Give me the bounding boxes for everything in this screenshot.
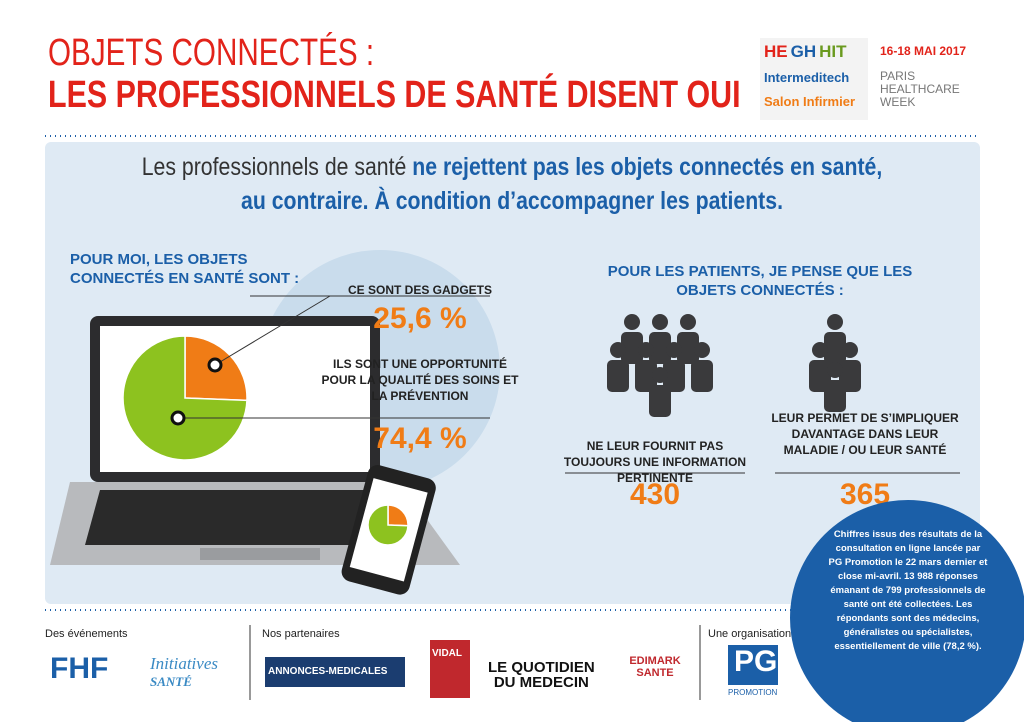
event-logos: HE GH HIT: [764, 42, 847, 62]
person-icon: [652, 314, 668, 330]
intro-bold: au contraire. À condition d’accompagner …: [240, 187, 783, 215]
person-icon: [649, 385, 671, 417]
person-icon: [624, 314, 640, 330]
item-label: ILS SONT UNE OPPORTUNITÉ POUR LA QUALITÉ…: [321, 357, 519, 403]
item-value: 74,4 %: [373, 422, 467, 455]
person-icon: [638, 342, 654, 358]
person-icon: [663, 360, 685, 392]
footer-label: Nos partenaires: [262, 628, 340, 640]
logo: [728, 645, 778, 685]
leader: [214, 295, 331, 366]
logo: HIT: [819, 42, 847, 61]
t: HEALTHCARE: [880, 82, 960, 96]
t: WEEK: [880, 95, 916, 109]
person-icon: [621, 332, 643, 364]
logo: FHF: [50, 652, 109, 685]
title-1: OBJETS CONNECTÉS :: [48, 32, 375, 74]
logo: GH: [790, 42, 817, 61]
intro: Les professionnels de santé ne rejettent…: [0, 150, 1024, 218]
left-heading: POUR MOI, LES OBJETS CONNECTÉS EN SANTÉ …: [70, 251, 300, 287]
note: Chiffres issus des résultats de la consu…: [828, 529, 988, 652]
logo: ANNONCES-MEDICALES: [268, 666, 388, 677]
touchpad: [200, 548, 320, 560]
person-icon: [652, 367, 668, 383]
dot: [207, 357, 223, 373]
person-icon: [827, 314, 843, 330]
pie-slice: [367, 504, 409, 546]
logo: [430, 640, 470, 698]
logo: EDIMARK SANTE: [629, 655, 681, 679]
right-heading: POUR LES PATIENTS, JE PENSE QUE LES OBJE…: [607, 263, 913, 299]
logo: Intermeditech: [764, 70, 850, 85]
t: SANTÉ: [150, 674, 192, 689]
person-icon: [827, 362, 843, 378]
item-label: LEUR PERMET DE S’IMPLIQUER DAVANTAGE DAN…: [771, 411, 959, 457]
person-icon: [691, 360, 713, 392]
logo: Initiatives SANTÉ: [150, 655, 218, 691]
person-icon: [649, 332, 671, 364]
person-icon: [694, 342, 710, 358]
person-icon: [824, 380, 846, 412]
t: LE QUOTIDIEN: [488, 659, 595, 676]
person-icon: [635, 360, 657, 392]
person-icon: [824, 332, 846, 364]
logo: [265, 657, 405, 687]
note-circle: [790, 500, 1024, 722]
person-icon: [610, 342, 626, 358]
keyboard: [85, 490, 405, 545]
dot: [170, 410, 186, 426]
intro-plain: Les professionnels de santé: [141, 153, 413, 181]
person-icon: [607, 360, 629, 392]
logo: HE: [764, 42, 788, 61]
footer-label: Une organisation: [708, 628, 792, 640]
event-box: [760, 38, 868, 120]
t: PARIS: [880, 69, 916, 83]
person-icon: [680, 314, 696, 330]
logo: Salon Infirmier: [764, 94, 856, 109]
intro-bold: ne rejettent pas les objets connectés en…: [412, 153, 883, 181]
logo: PROMOTION: [728, 688, 778, 697]
logo: LE QUOTIDIEN DU MEDECIN: [488, 660, 595, 690]
footer-label: Des événements: [45, 628, 128, 640]
item-value: 25,6 %: [373, 302, 467, 335]
item-value: 430: [629, 478, 681, 511]
logo: VIDAL: [432, 648, 462, 659]
pie-slice: [122, 335, 248, 461]
person-icon: [842, 342, 858, 358]
t: DU MEDECIN: [493, 674, 589, 691]
person-icon: [677, 332, 699, 364]
title-2: LES PROFESSIONNELS DE SANTÉ DISENT OUI: [48, 74, 741, 116]
item-label: CE SONT DES GADGETS: [347, 283, 493, 297]
t: Initiatives: [150, 654, 218, 673]
dates: 16-18 MAI 2017: [880, 44, 967, 58]
person-icon: [666, 342, 682, 358]
item-label: NE LEUR FOURNIT PAS TOUJOURS UNE INFORMA…: [563, 439, 747, 485]
person-icon: [812, 342, 828, 358]
event-name: PARIS HEALTHCARE WEEK: [880, 70, 960, 109]
logo: PG: [734, 645, 778, 678]
